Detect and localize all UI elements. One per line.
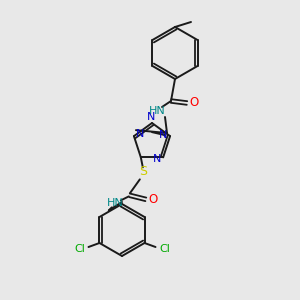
Text: N: N: [153, 154, 161, 164]
Text: S: S: [139, 165, 147, 178]
Text: Cl: Cl: [74, 244, 85, 254]
Text: Cl: Cl: [159, 244, 170, 254]
Text: N: N: [159, 130, 167, 140]
Text: HN: HN: [148, 106, 165, 116]
Text: N: N: [147, 112, 155, 122]
Text: O: O: [189, 97, 199, 110]
Text: N: N: [136, 129, 144, 139]
Text: HN: HN: [106, 198, 123, 208]
Text: O: O: [148, 193, 158, 206]
